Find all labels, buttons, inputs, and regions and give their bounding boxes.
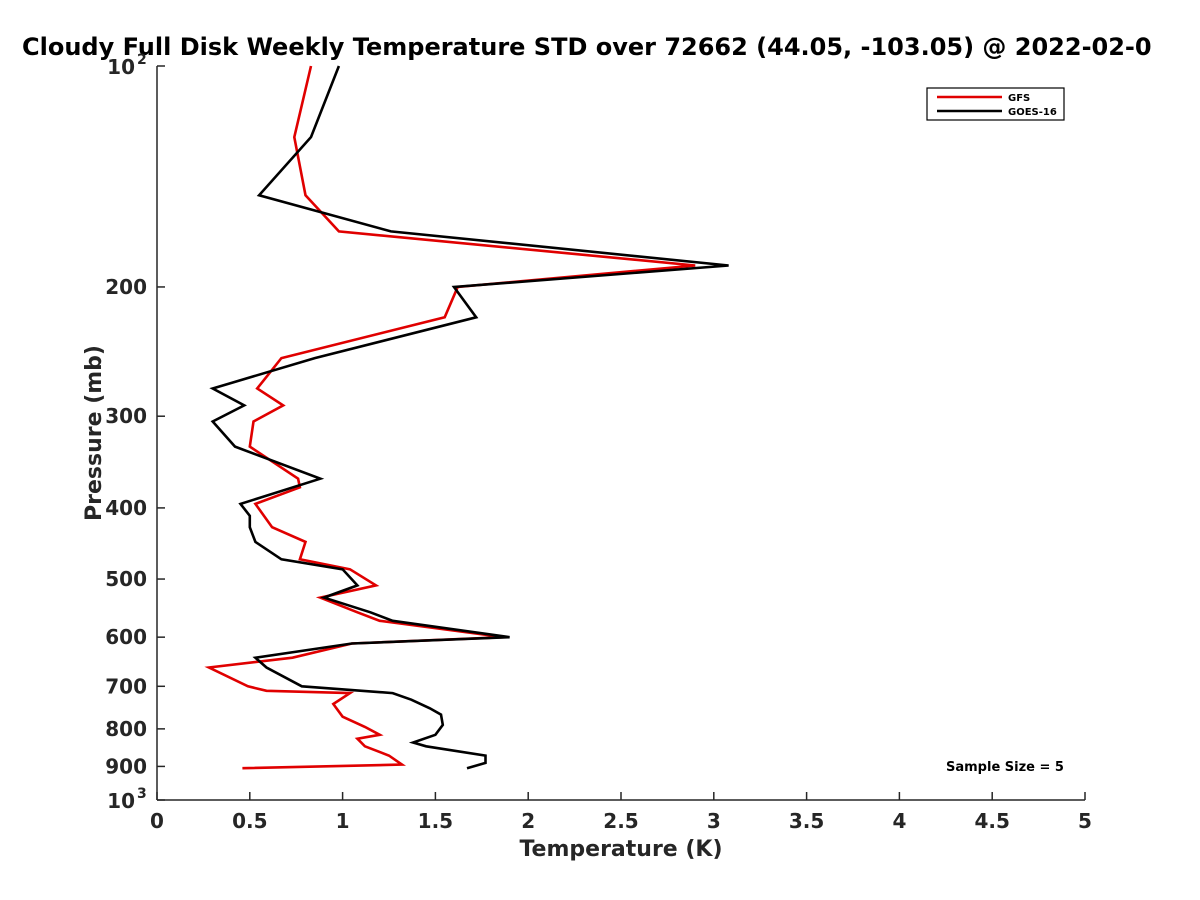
x-tick-label: 0.5 (232, 809, 267, 833)
sample-size-annotation: Sample Size = 5 (946, 760, 1064, 775)
legend: GFS GOES-16 (926, 87, 1065, 121)
y-tick-label: 700 (105, 674, 147, 698)
y-tick-label: 800 (105, 717, 147, 741)
x-tick-label: 5 (1078, 809, 1092, 833)
legend-label: GOES-16 (1008, 107, 1057, 118)
y-tick-label: 10 (107, 789, 135, 813)
x-tick-label: 4.5 (974, 809, 1009, 833)
y-tick-label: 400 (105, 496, 147, 520)
chart-title: Cloudy Full Disk Weekly Temperature STD … (22, 33, 1152, 61)
legend-box (926, 87, 1065, 121)
x-tick-label: 3 (707, 809, 721, 833)
y-tick-label: 300 (105, 404, 147, 428)
x-tick-label: 1 (336, 809, 350, 833)
series-line-goes-16 (209, 65, 729, 770)
series-layer (204, 65, 729, 770)
y-tick-exponent: 2 (137, 52, 147, 68)
y-tick-label: 600 (105, 625, 147, 649)
x-tick-label: 0 (150, 809, 164, 833)
x-tick-label: 3.5 (789, 809, 824, 833)
y-axis-label: Pressure (mb) (82, 345, 107, 521)
legend-label: GFS (1008, 93, 1030, 104)
x-tick-label: 1.5 (418, 809, 453, 833)
series-line-gfs (204, 65, 696, 770)
x-axis-ticks: 0 0.5 1 1.5 2 2.5 3 3.5 4 4.5 5 (150, 792, 1092, 833)
x-tick-label: 4 (892, 809, 906, 833)
y-tick-label: 900 (105, 754, 147, 778)
y-tick-label: 200 (105, 275, 147, 299)
y-tick-label: 500 (105, 567, 147, 591)
y-tick-label: 10 (107, 55, 135, 79)
x-tick-label: 2 (521, 809, 535, 833)
x-tick-label: 2.5 (603, 809, 638, 833)
x-axis-label: Temperature (K) (519, 837, 722, 862)
y-tick-exponent: 3 (137, 786, 147, 802)
